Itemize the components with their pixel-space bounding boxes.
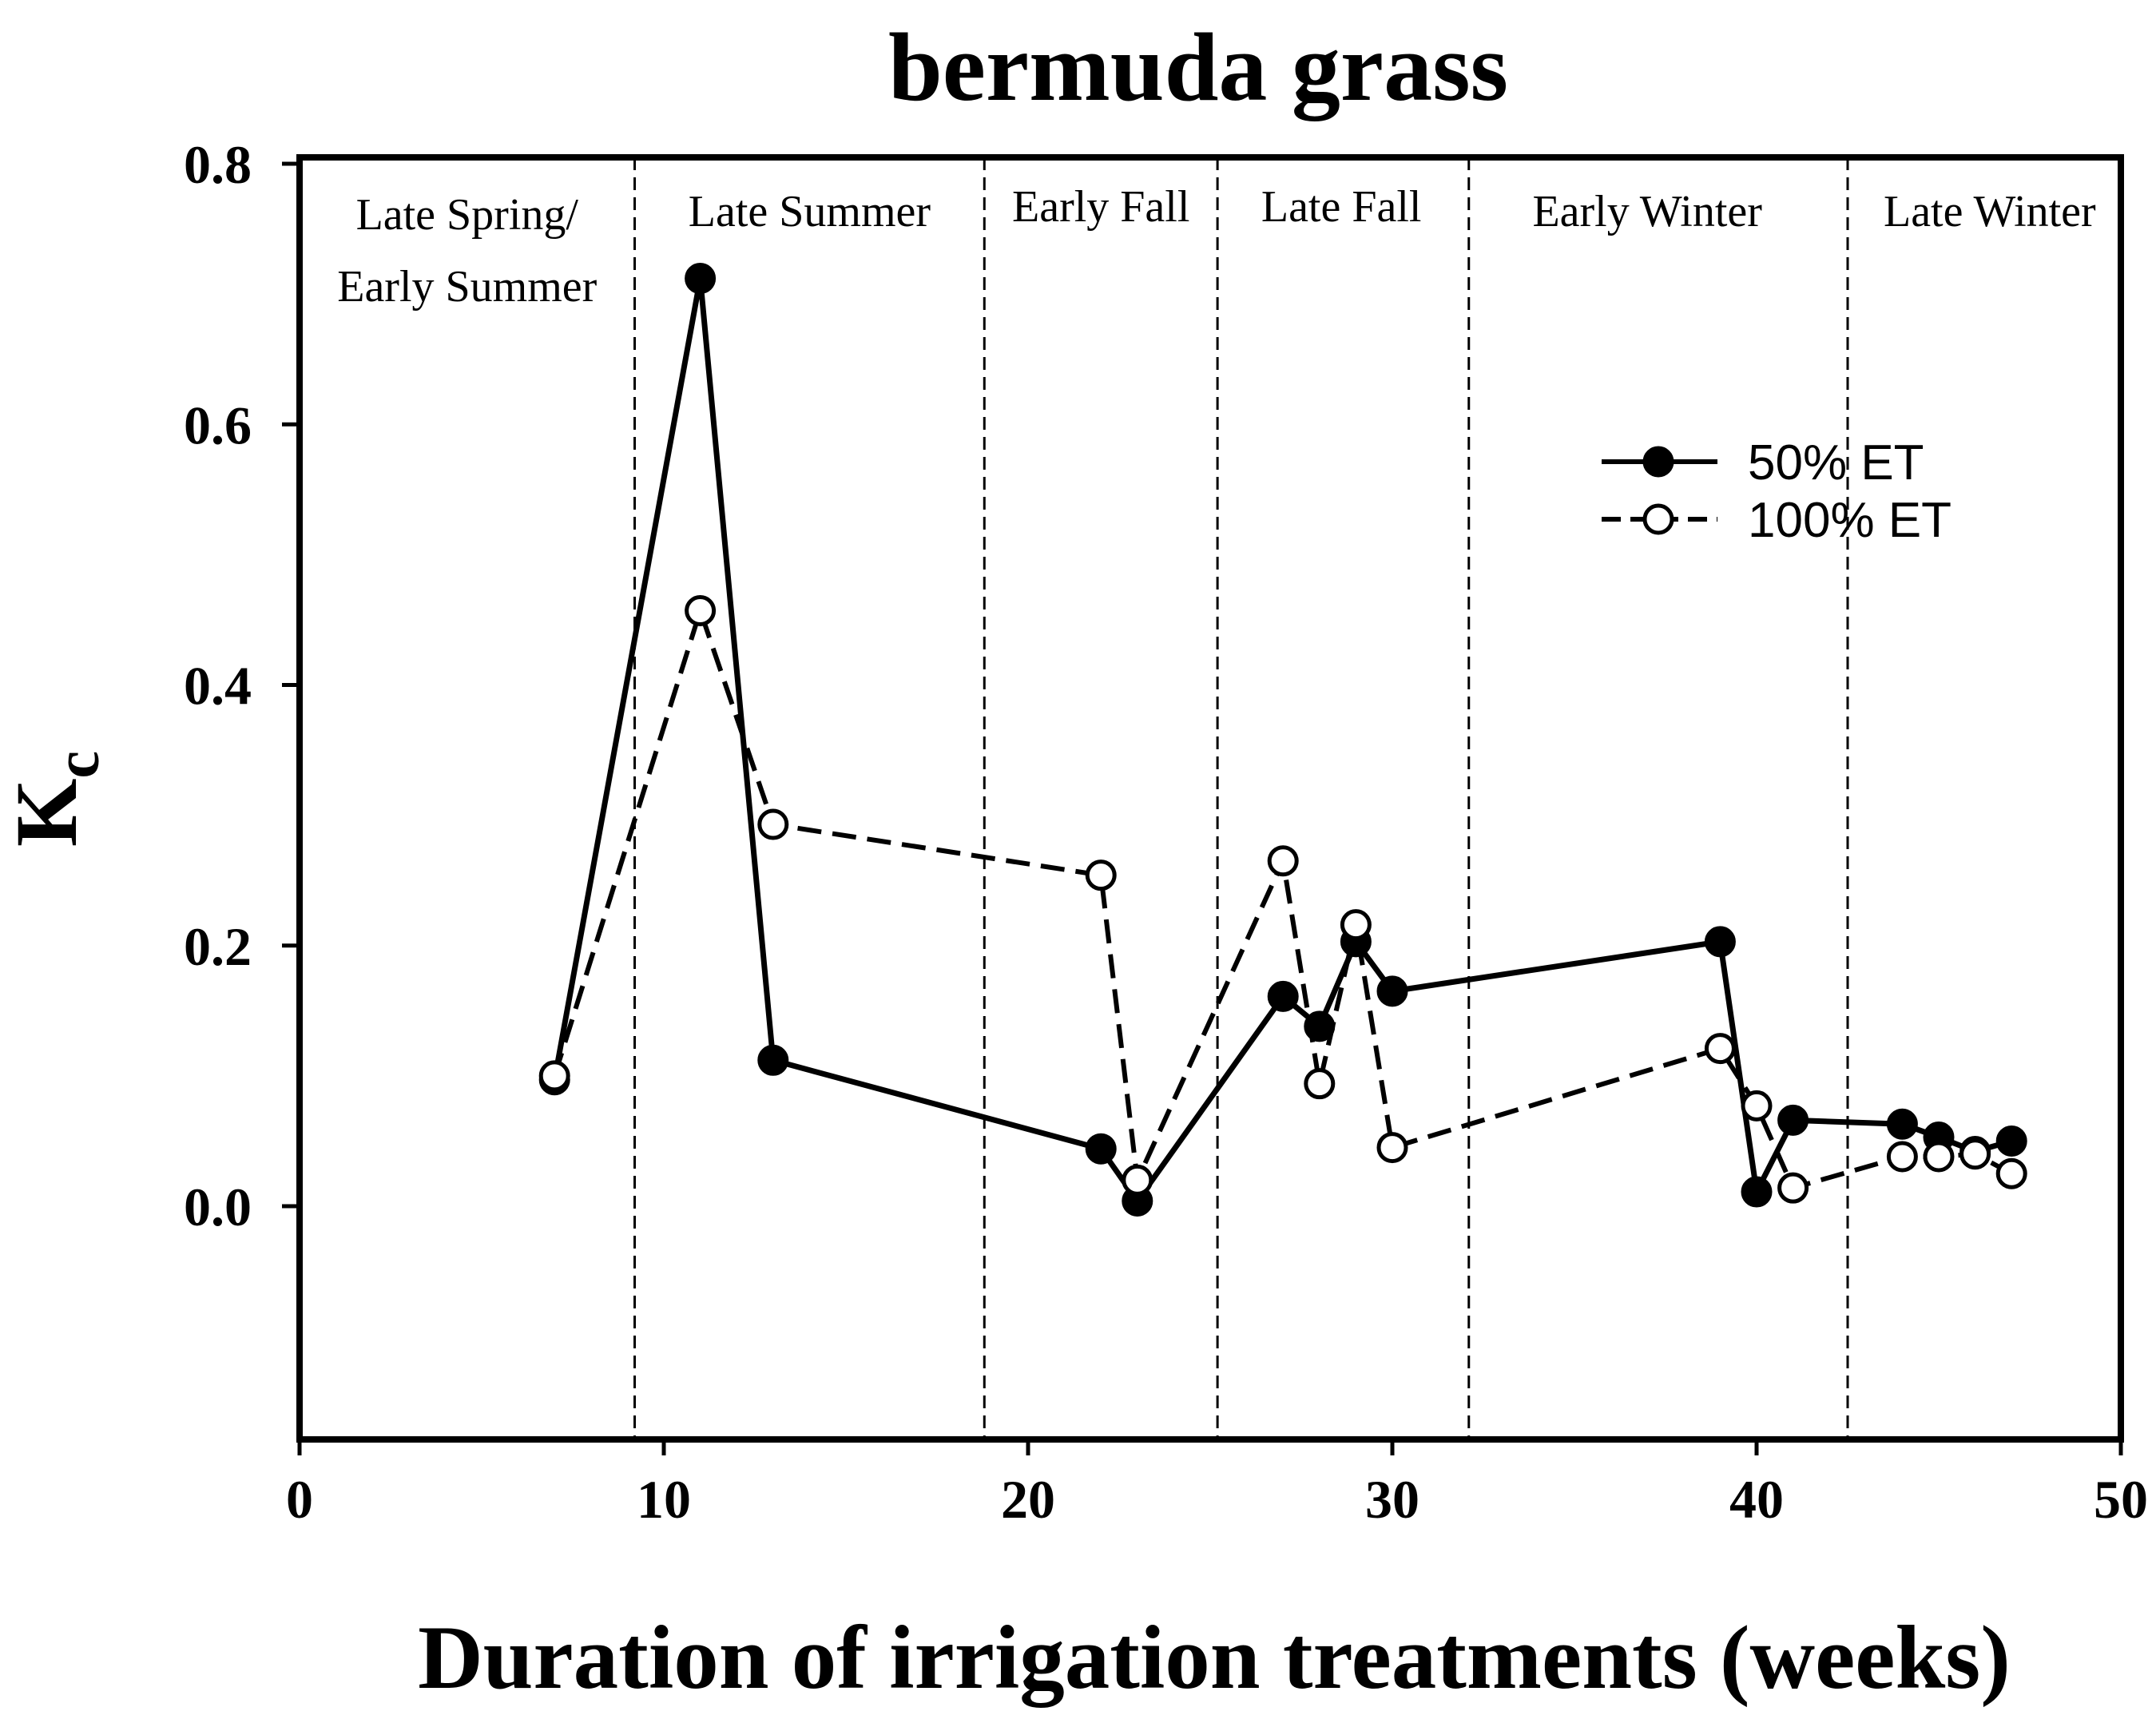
plot-border [296,154,2124,1443]
point-100pct-et-13 [1886,1141,1918,1173]
point-50pct-et-4 [1085,1133,1117,1165]
plot-frame [296,154,2124,1443]
x-tick-label: 50 [2094,1469,2148,1530]
point-100pct-et-16 [1995,1157,2027,1189]
chart-title: bermuda grass [888,14,1508,121]
season-label-4: Late Fall [1261,182,1422,232]
legend-marker [1642,446,1674,478]
x-tick-label: 20 [1001,1469,1055,1530]
svg-text:Kc: Kc [0,751,112,847]
point-50pct-et-12 [1777,1104,1809,1136]
season-labels: Late Spring/Early Summer Late Summer Early… [337,182,2096,312]
series-markers [538,263,2027,1217]
season-label-line: Late Winter [1884,187,2096,236]
y-axis-label: Kc [0,751,112,847]
season-label-2: Late Summer [689,187,931,236]
point-100pct-et-12 [1777,1172,1809,1204]
point-100pct-et-7 [1304,1068,1336,1100]
point-100pct-et-11 [1741,1090,1773,1122]
point-100pct-et-5 [1122,1164,1153,1196]
point-50pct-et-6 [1267,980,1299,1012]
point-50pct-et-10 [1704,926,1736,958]
x-axis-ticks: 0 10 20 30 40 50 [286,1439,2148,1530]
y-tick-label: 0.2 [184,916,252,977]
x-tick-label: 40 [1729,1469,1784,1530]
point-50pct-et-3 [757,1044,789,1076]
x-tick-label: 0 [286,1469,313,1530]
point-50pct-et-13 [1886,1108,1918,1140]
series-lines [551,276,2013,1204]
legend-entry-50pct-et: 50% ET [1602,435,1924,490]
season-label-line: Late Fall [1261,182,1422,232]
point-100pct-et-3 [757,808,789,840]
point-100pct-et-15 [1959,1138,1991,1170]
point-100pct-et-1 [538,1060,570,1092]
point-100pct-et-14 [1923,1141,1955,1173]
y-axis-label-main: K [0,779,95,848]
season-label-line: Late Spring/ [356,190,579,240]
y-tick-label: 0.4 [184,656,252,717]
series-line-50pct-et [551,276,2013,1204]
season-label-line: Late Summer [689,187,931,236]
x-tick-label: 10 [637,1469,691,1530]
season-divider-lines [633,157,1849,1439]
point-50pct-et-9 [1376,975,1408,1007]
season-label-1: Late Spring/Early Summer [337,190,597,312]
legend-entry-100pct-et: 100% ET [1602,493,1952,548]
point-100pct-et-9 [1376,1132,1408,1164]
y-tick-label: 0.8 [184,134,252,195]
season-label-6: Late Winter [1884,187,2096,236]
series-line-100pct-et [552,608,2013,1191]
y-axis-ticks: 0.0 0.2 0.4 0.6 0.8 [184,134,300,1237]
point-50pct-et-16 [1995,1125,2027,1157]
x-tick-label: 30 [1365,1469,1419,1530]
point-50pct-et-2 [685,263,717,295]
season-label-3: Early Fall [1012,182,1189,232]
point-100pct-et-4 [1085,860,1117,891]
point-50pct-et-7 [1304,1010,1336,1042]
point-100pct-et-6 [1267,845,1299,877]
legend-label: 50% ET [1748,435,1924,490]
season-label-line: Early Summer [337,262,597,312]
season-label-5: Early Winter [1532,187,1762,236]
point-50pct-et-11 [1741,1176,1773,1208]
season-label-line: Early Winter [1532,187,1762,236]
y-axis-label-subscript: c [42,751,112,779]
season-label-line: Early Fall [1012,182,1189,232]
point-100pct-et-2 [685,595,717,627]
legend-label: 100% ET [1748,493,1952,548]
point-100pct-et-8 [1340,909,1372,941]
legend-marker [1642,503,1674,535]
y-tick-label: 0.0 [184,1177,252,1237]
y-tick-label: 0.6 [184,395,252,455]
point-100pct-et-10 [1704,1033,1736,1065]
x-axis-label: Duration of irrigation treatments (weeks… [418,1608,2011,1708]
